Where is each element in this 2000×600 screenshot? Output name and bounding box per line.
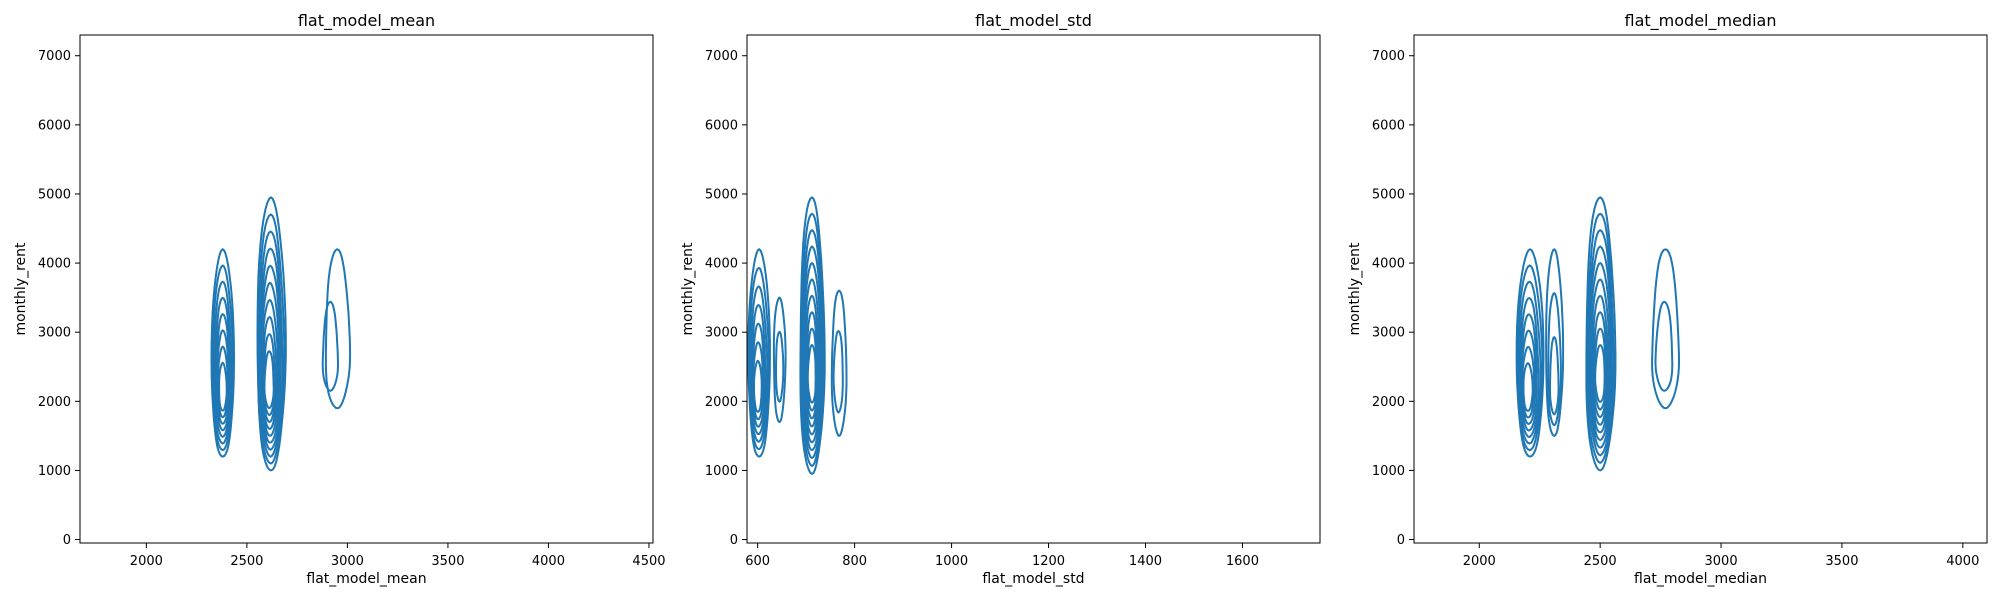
axes-frame (746, 34, 1321, 544)
y-tick-label: 5000 (705, 187, 738, 202)
y-tick-label: 1000 (1372, 464, 1405, 479)
contour-line (258, 264, 281, 444)
contour-line (1590, 278, 1611, 434)
contour-line (800, 245, 822, 452)
x-axis-label: flat_model_std (982, 571, 1084, 587)
y-tick-label: 4000 (1372, 257, 1405, 272)
chart-title: flat_model_median (1625, 11, 1777, 31)
contour-line (218, 361, 228, 412)
contour-line (1522, 362, 1534, 412)
contour-line (1547, 291, 1562, 427)
y-tick-label: 4000 (705, 257, 738, 272)
x-tick-label: 1000 (935, 554, 968, 569)
x-tick-label: 600 (745, 554, 770, 569)
y-tick-label: 7000 (38, 49, 71, 64)
subplot-1: 2000 2500 3000 3500 4000 4500 0 1000 2000 3000 400… (13, 11, 666, 587)
x-tick-label: 3500 (1825, 554, 1858, 569)
axes-frame (1413, 34, 1988, 544)
y-tick-label: 7000 (705, 49, 738, 64)
contour-line (1594, 343, 1606, 403)
x-tick-label: 2500 (230, 554, 263, 569)
contour-line (215, 329, 230, 425)
contour-line (772, 296, 787, 424)
y-tick-label: 6000 (705, 118, 738, 133)
x-tick-label: 1200 (1032, 554, 1065, 569)
x-tick-label: 4000 (532, 554, 565, 569)
contour-line (212, 264, 235, 452)
y-tick-label: 3000 (38, 326, 71, 341)
y-tick-label: 3000 (705, 326, 738, 341)
y-axis-label: monthly_rent (1347, 242, 1363, 336)
x-tick-label: 3000 (1705, 554, 1738, 569)
chart-title: flat_model_std (975, 11, 1092, 31)
contour-line (806, 343, 817, 404)
y-tick-label: 0 (730, 533, 738, 548)
y-tick-label: 1000 (705, 464, 738, 479)
x-tick-label: 3500 (431, 554, 464, 569)
y-tick-label: 0 (1397, 533, 1405, 548)
contour-line (1520, 329, 1537, 425)
x-tick-label: 2000 (1463, 554, 1496, 569)
y-tick-label: 6000 (1372, 118, 1405, 133)
contour-line (802, 261, 822, 444)
contour-line (830, 289, 848, 438)
contour-line (321, 300, 340, 392)
x-tick-label: 3000 (331, 554, 364, 569)
y-tick-label: 5000 (38, 187, 71, 202)
contour-line (1545, 248, 1565, 438)
x-tick-label: 4500 (632, 554, 665, 569)
contour-line (832, 329, 844, 414)
chart-title: flat_model_mean (298, 11, 435, 31)
x-axis-label: flat_model_mean (306, 571, 426, 587)
contour-line (1588, 261, 1612, 442)
x-axis-label: flat_model_median (1634, 571, 1767, 587)
y-tick-label: 6000 (38, 118, 71, 133)
contour-line (1521, 345, 1535, 419)
y-axis-label: monthly_rent (13, 242, 29, 336)
contour-group (747, 196, 848, 476)
contour-line (1549, 335, 1560, 416)
contour-line (751, 341, 764, 421)
y-axis-label: monthly_rent (680, 242, 696, 336)
contour-line (775, 330, 785, 403)
y-tick-label: 2000 (705, 395, 738, 410)
subplot-3: 2000 2500 3000 3500 4000 0 1000 2000 3000 4000 500… (1347, 11, 1988, 587)
contour-line (216, 345, 229, 419)
x-tick-label: 1600 (1226, 554, 1259, 569)
y-tick-label: 3000 (1372, 326, 1405, 341)
x-tick-label: 800 (842, 554, 867, 569)
y-tick-label: 0 (63, 533, 71, 548)
axes-frame (79, 34, 654, 544)
contour-line (1587, 245, 1612, 449)
contour-line (747, 248, 771, 458)
contour-line (324, 248, 352, 410)
contour-line (753, 359, 763, 413)
x-tick-label: 2500 (1584, 554, 1617, 569)
contour-line (1654, 300, 1674, 392)
contour-line (1586, 228, 1614, 457)
contour-line (214, 313, 231, 432)
contour-line (263, 350, 275, 410)
contour-line (1651, 248, 1681, 410)
contour-group (1515, 196, 1681, 472)
y-tick-label: 2000 (1372, 395, 1405, 410)
y-tick-label: 5000 (1372, 187, 1405, 202)
y-tick-label: 7000 (1372, 49, 1405, 64)
contour-line (259, 281, 280, 437)
y-tick-label: 2000 (38, 395, 71, 410)
contour-line (210, 248, 236, 458)
contour-line (803, 278, 821, 436)
x-tick-label: 4000 (1946, 554, 1979, 569)
x-tick-label: 2000 (130, 554, 163, 569)
y-tick-label: 4000 (38, 257, 71, 272)
contour-line (1515, 248, 1545, 458)
subplot-2: 600 800 1000 1200 1400 1600 0 1000 2000 3000 4000 5… (680, 11, 1321, 587)
x-tick-label: 1400 (1129, 554, 1162, 569)
y-tick-label: 1000 (38, 464, 71, 479)
contour-group (210, 196, 352, 472)
